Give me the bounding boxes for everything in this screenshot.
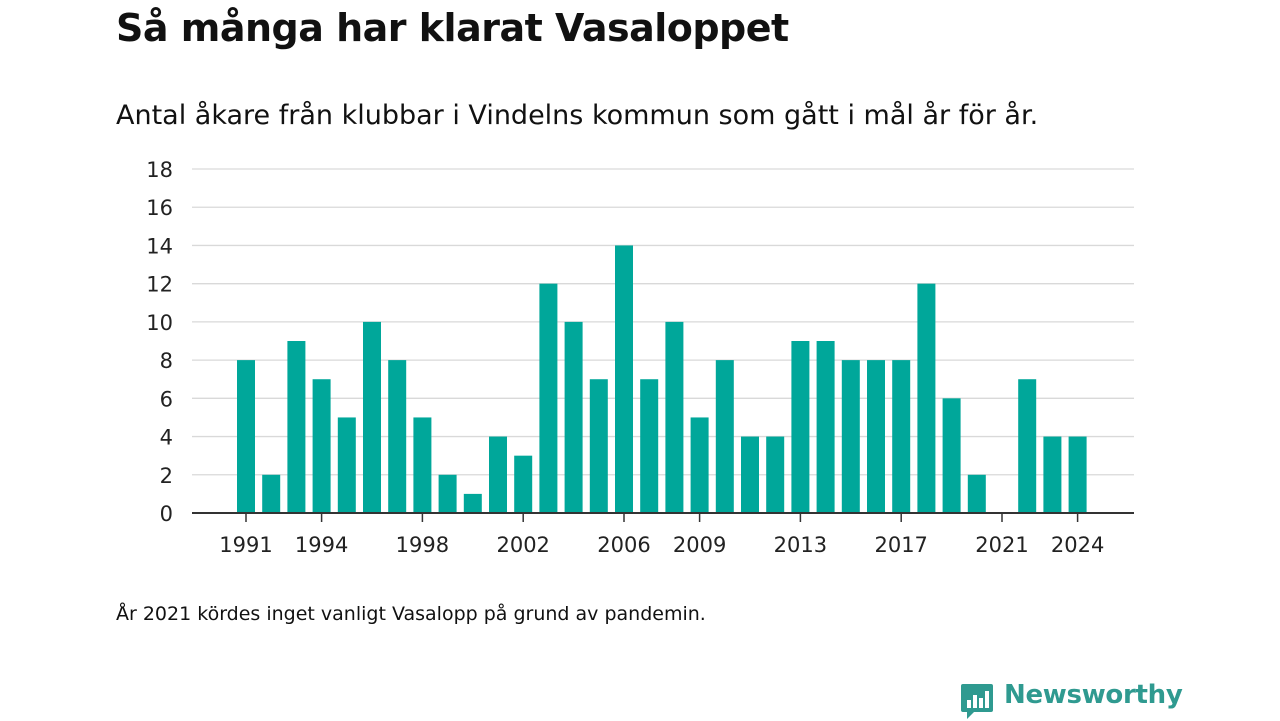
bar-2001 [489,436,507,513]
bar-2017 [892,360,911,513]
bar-2002 [514,455,533,513]
y-tick-label: 0 [160,502,173,526]
brand-logo: Newsworthy [958,680,1183,719]
bar-2018 [917,283,936,513]
y-tick-label: 18 [146,158,173,182]
y-tick-label: 8 [160,349,173,373]
x-axis-ticks: 1991 1994 1998 2002 2006 2009 2013 2017 2021 2024 [219,513,1104,557]
y-tick-label: 10 [146,311,173,335]
x-tick-label: 1998 [396,533,449,557]
x-tick-label: 2013 [774,533,827,557]
newsworthy-logo-icon [961,684,993,719]
bar-2020 [967,474,986,513]
x-tick-label: 2009 [673,533,726,557]
bar-2015 [841,360,860,513]
bar-2013 [791,341,810,513]
x-tick-label: 1994 [295,533,348,557]
bar-2016 [867,360,885,513]
bar-1993 [287,341,306,513]
bar-2000 [463,493,482,513]
y-tick-label: 6 [160,387,173,411]
chart-title: Så många har klarat Vasaloppet [116,6,789,50]
y-axis-ticks: 0 2 4 6 8 10 12 14 16 18 [146,158,173,526]
bar-1998 [413,417,432,513]
footnote: År 2021 kördes inget vanligt Vasalopp på… [116,603,706,625]
bar-2004 [564,321,583,513]
bar-2008 [665,321,684,513]
bar-2024 [1068,436,1087,513]
bars [237,245,1087,513]
bar-1997 [388,360,407,513]
bar-2023 [1043,436,1062,513]
x-tick-label: 1991 [219,533,272,557]
bar-2005 [589,379,608,513]
bar-1995 [337,417,356,513]
bar-2006 [615,245,633,513]
bar-2003 [539,283,558,513]
y-tick-label: 4 [160,426,173,450]
bar-2022 [1018,379,1037,513]
y-tick-label: 12 [146,273,173,297]
bar-1996 [363,321,381,513]
gridlines [192,168,1134,476]
bar-2019 [942,398,961,513]
bar-2014 [816,341,835,513]
y-tick-label: 2 [160,464,173,488]
bar-1992 [262,474,281,513]
x-tick-label: 2021 [975,533,1028,557]
brand-name: Newsworthy [1004,680,1183,710]
bar-1991 [237,360,255,513]
bar-2010 [715,360,734,513]
x-tick-label: 2017 [874,533,927,557]
x-tick-label: 2002 [496,533,549,557]
bar-2007 [640,379,659,513]
bar-2009 [690,417,709,513]
x-tick-label: 2024 [1051,533,1104,557]
chart-subtitle: Antal åkare från klubbar i Vindelns komm… [116,100,1039,131]
bar-1994 [312,379,331,513]
y-tick-label: 14 [146,234,173,258]
y-tick-label: 16 [146,196,173,220]
bar-2011 [741,436,759,513]
bar-2012 [766,436,785,513]
x-tick-label: 2006 [597,533,650,557]
bar-1999 [438,474,457,513]
bar-chart: 0 2 4 6 8 10 12 14 16 18 1991 1994 1998 2002 2006 2009… [146,158,1134,557]
